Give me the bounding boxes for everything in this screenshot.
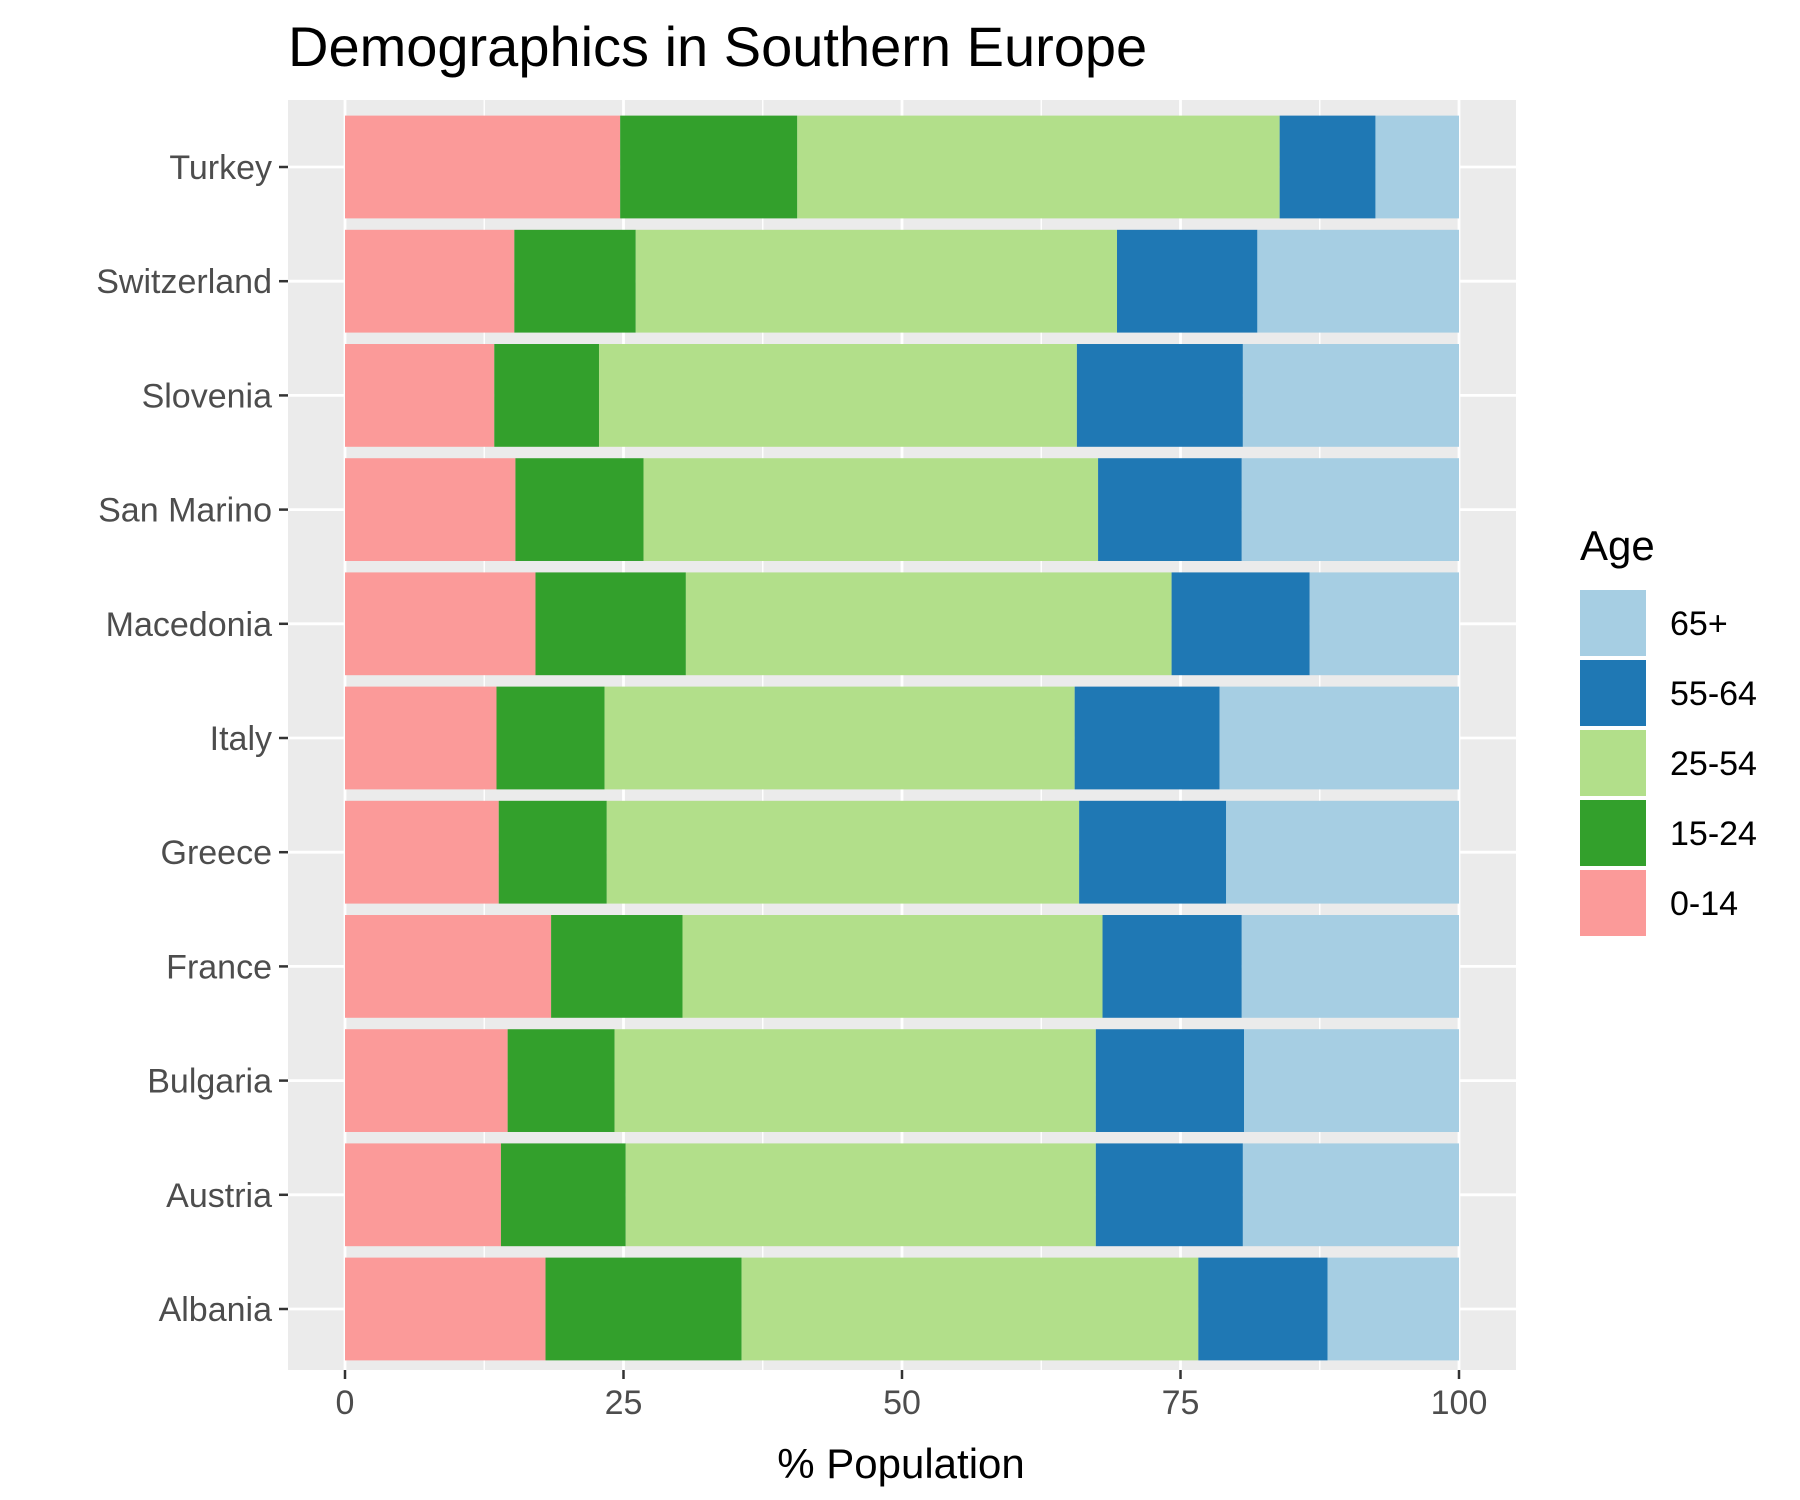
x-tick-label: 75 xyxy=(1162,1384,1200,1422)
y-tick-label: Albania xyxy=(159,1291,273,1329)
bar-segment: France 65+: 19.5 xyxy=(1241,915,1459,1018)
bar-segment: Albania 15-24: 17.6 xyxy=(545,1257,742,1361)
bar-segment: Bulgaria 0-14: 14.6 xyxy=(345,1029,508,1132)
bar-segment: Austria 15-24: 11.2 xyxy=(500,1143,626,1247)
bar-segment: France 25-54: 37.7 xyxy=(682,915,1103,1018)
y-tick-label: Macedonia xyxy=(106,606,272,644)
bar-segment: Switzerland 0-14: 15.2 xyxy=(345,229,515,333)
y-tick-label: Austria xyxy=(166,1177,272,1215)
bar-segment: Greece 55-64: 13.2 xyxy=(1079,800,1227,904)
x-tick-label: 50 xyxy=(883,1384,921,1422)
bar-segment: Slovenia 25-54: 42.9 xyxy=(598,344,1077,447)
legend-key xyxy=(1580,800,1646,866)
bar-segment: Turkey 15-24: 15.9 xyxy=(620,115,798,219)
legend-label: 55-64 xyxy=(1670,675,1757,713)
y-tick-label: France xyxy=(166,948,272,986)
bar-segment: France 0-14: 18.5 xyxy=(345,915,552,1018)
bar-segment: Italy 25-54: 42.2 xyxy=(604,686,1075,790)
x-axis: 0 25 50 75 100 xyxy=(336,1370,1488,1422)
bar-segment: Turkey 55-64: 8.6 xyxy=(1279,115,1376,219)
bar-segment: Macedonia 15-24: 13.5 xyxy=(535,572,686,676)
bar-segment: Albania 65+: 11.8 xyxy=(1327,1257,1459,1361)
bar-segment: San Marino 0-14: 15.3 xyxy=(345,458,516,561)
bar-segment: Switzerland 15-24: 10.9 xyxy=(514,229,636,333)
bar-segment: Switzerland 65+: 18.1 xyxy=(1257,229,1459,333)
y-tick-label: Bulgaria xyxy=(147,1063,272,1101)
legend-key xyxy=(1580,730,1646,796)
bar-segment: Italy 0-14: 13.6 xyxy=(345,686,497,790)
x-tick-label: 25 xyxy=(605,1384,643,1422)
bar-segment: Switzerland 25-54: 43.2 xyxy=(635,229,1118,333)
bars: Albania 0-14: 18Albania 15-24: 17.6Alban… xyxy=(345,115,1459,1361)
legend-title: Age xyxy=(1580,522,1655,569)
bar-segment: France 55-64: 12.5 xyxy=(1102,915,1242,1018)
legend-label: 0-14 xyxy=(1670,885,1738,923)
bar-segment: Bulgaria 65+: 19.3 xyxy=(1243,1029,1459,1132)
bar-segment: Austria 55-64: 13.2 xyxy=(1095,1143,1243,1247)
bar-segment: Italy 65+: 21.5 xyxy=(1219,686,1459,790)
bar-segment: Italy 55-64: 13 xyxy=(1074,686,1220,790)
x-tick-label: 100 xyxy=(1431,1384,1488,1422)
bar-segment: France 15-24: 11.8 xyxy=(551,915,683,1018)
x-axis-title: % Population xyxy=(777,1440,1025,1487)
bar-segment: Turkey 25-54: 43.3 xyxy=(797,115,1280,219)
y-tick-label: Turkey xyxy=(169,149,272,187)
bar-segment: Turkey 65+: 7.5 xyxy=(1375,115,1459,219)
bar-segment: Macedonia 25-54: 43.6 xyxy=(685,572,1172,676)
legend-key xyxy=(1580,870,1646,936)
y-tick-label: Greece xyxy=(161,834,273,872)
bar-segment: Greece 0-14: 13.8 xyxy=(345,800,499,904)
bar-segment: Slovenia 55-64: 14.9 xyxy=(1076,344,1243,447)
bar-segment: Austria 65+: 19.4 xyxy=(1242,1143,1459,1247)
bar-segment: Bulgaria 55-64: 13.3 xyxy=(1095,1029,1244,1132)
bar-segment: Albania 55-64: 11.6 xyxy=(1198,1257,1328,1361)
chart-title: Demographics in Southern Europe xyxy=(288,15,1147,78)
y-tick-label: Italy xyxy=(210,720,272,758)
y-axis: Albania Austria Bulgaria France Greece Italy M… xyxy=(96,149,288,1329)
legend: Age 65+ 55-64 25-54 15-24 0-14 xyxy=(1580,522,1757,936)
bar-segment: Slovenia 0-14: 13.4 xyxy=(345,344,495,447)
legend-label: 15-24 xyxy=(1670,815,1757,853)
bar-segment: Greece 65+: 20.9 xyxy=(1226,800,1459,904)
bar-segment: Bulgaria 25-54: 43.2 xyxy=(614,1029,1096,1132)
bar-segment: Slovenia 15-24: 9.4 xyxy=(494,344,599,447)
bar-segment: Austria 0-14: 14 xyxy=(345,1143,501,1247)
bar-segment: Austria 25-54: 42.2 xyxy=(625,1143,1096,1247)
bar-segment: Albania 0-14: 18 xyxy=(345,1257,546,1361)
bar-segment: Italy 15-24: 9.7 xyxy=(496,686,605,790)
bar-segment: Turkey 0-14: 24.7 xyxy=(345,115,621,219)
y-tick-label: San Marino xyxy=(98,492,272,530)
legend-key xyxy=(1580,590,1646,656)
bar-segment: Slovenia 65+: 19.4 xyxy=(1242,344,1459,447)
bar-segment: Greece 25-54: 42.4 xyxy=(606,800,1080,904)
legend-label: 65+ xyxy=(1670,605,1728,643)
y-tick-label: Switzerland xyxy=(96,263,272,301)
bar-segment: San Marino 25-54: 40.8 xyxy=(643,458,1099,561)
bar-segment: San Marino 15-24: 11.5 xyxy=(515,458,644,561)
bar-segment: San Marino 55-64: 12.9 xyxy=(1098,458,1242,561)
bar-segment: Macedonia 0-14: 17.1 xyxy=(345,572,536,676)
legend-key xyxy=(1580,660,1646,726)
bar-segment: Greece 15-24: 9.7 xyxy=(498,800,607,904)
bar-segment: Albania 25-54: 41 xyxy=(741,1257,1199,1361)
y-tick-label: Slovenia xyxy=(142,377,273,415)
bar-segment: San Marino 65+: 19.5 xyxy=(1241,458,1459,561)
bar-segment: Bulgaria 15-24: 9.6 xyxy=(507,1029,615,1132)
bar-segment: Macedonia 55-64: 12.4 xyxy=(1171,572,1310,676)
bar-segment: Switzerland 55-64: 12.6 xyxy=(1117,229,1258,333)
bar-segment: Macedonia 65+: 13.4 xyxy=(1309,572,1459,676)
x-tick-label: 0 xyxy=(336,1384,355,1422)
legend-label: 25-54 xyxy=(1670,745,1757,783)
